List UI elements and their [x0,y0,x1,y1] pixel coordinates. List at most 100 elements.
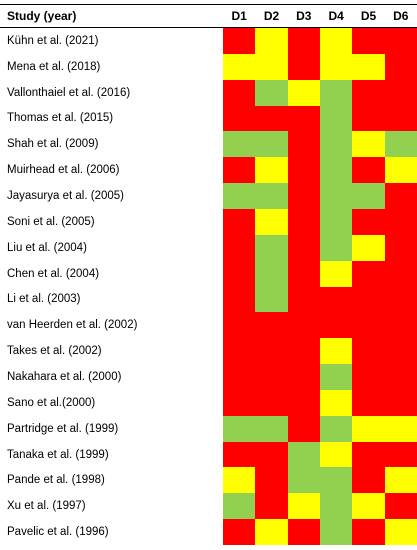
rating-cell-d5 [352,312,386,339]
rating-cell-d6 [384,157,417,184]
rating-cell-d3 [287,338,321,365]
rating-cell-d4 [320,441,353,468]
rating-cell-d5 [352,131,386,158]
rating-cell-d1 [223,79,256,107]
rating-cell-d5 [352,286,386,313]
rating-cell-d3 [287,415,321,443]
rating-cell-d5 [352,157,386,184]
rating-cell-d2 [255,183,289,210]
rating-cell-d5 [352,208,386,236]
rating-cell-d4 [320,208,353,236]
rating-cell-d6 [384,493,417,520]
rating-cell-d3 [287,467,321,494]
rating-cell-d3 [287,364,321,391]
rating-cell-d2 [255,260,289,287]
rating-cell-d4 [320,260,353,287]
domain-header-d1: D1 [231,9,247,23]
study-label: Takes et al. (2002) [7,345,102,358]
rating-cell-d4 [320,131,353,158]
study-column-header: Study (year) [7,9,77,23]
rating-cell-d2 [255,441,289,468]
rating-cell-d5 [352,364,386,391]
rating-cell-d2 [255,364,289,391]
rating-cell-d1 [223,441,256,468]
rating-cell-d2 [255,519,289,546]
rating-cell-d4 [320,53,353,81]
rating-cell-d4 [320,157,353,184]
rating-cell-d4 [320,338,353,365]
rating-cell-d5 [352,105,386,132]
rating-cell-d1 [223,364,256,391]
rating-cell-d5 [352,183,386,210]
rating-cell-d5 [352,441,386,468]
rating-cell-d3 [287,183,321,210]
domain-header-d3: D3 [296,9,312,23]
study-label: Chen et al. (2004) [7,267,100,280]
study-label: Shah et al. (2009) [7,138,99,151]
rating-cell-d3 [287,234,321,262]
rating-cell-d5 [352,260,386,287]
rating-cell-d1 [223,157,256,184]
rating-cell-d1 [223,415,256,443]
rating-cell-d1 [223,286,256,313]
rating-cell-d1 [223,53,256,81]
domain-header-d2: D2 [263,9,280,23]
rating-cell-d4 [320,312,353,339]
rating-cell-d1 [223,493,256,520]
rating-cell-d1 [223,183,256,210]
rating-cell-d6 [384,312,417,339]
rating-cell-d4 [320,364,353,391]
study-label: Xu et al. (1997) [7,500,86,513]
rating-cell-d1 [223,28,256,55]
rating-cell-d2 [255,131,289,158]
rating-cell-d4 [320,234,353,262]
study-label: Li et al. (2003) [7,293,81,306]
rating-cell-d2 [255,493,289,520]
rating-cell-d1 [223,467,256,494]
rating-cell-d4 [320,28,353,55]
rating-cell-d5 [352,493,386,520]
rating-cell-d5 [352,415,386,443]
rating-cell-d2 [255,79,289,107]
rating-cell-d1 [223,338,256,365]
rating-cell-d3 [287,53,321,81]
rating-cell-d2 [255,312,289,339]
study-label: Mena et al. (2018) [7,60,101,73]
rating-cell-d2 [255,234,289,262]
rating-cell-d4 [320,467,353,494]
study-label: Pavelic et al. (1996) [7,526,109,539]
rating-cell-d6 [384,79,417,107]
rating-cell-d4 [320,286,353,313]
rating-cell-d2 [255,415,289,443]
domain-header-d4: D4 [328,9,344,23]
rating-cell-d1 [223,131,256,158]
rating-cell-d4 [320,183,353,210]
rating-cell-d3 [287,28,321,55]
study-label: Muirhead et al. (2006) [7,164,120,177]
rating-cell-d4 [320,415,353,443]
rating-cell-d4 [320,389,353,417]
rating-cell-d3 [287,131,321,158]
rating-cell-d2 [255,53,289,81]
rating-cell-d3 [287,157,321,184]
rating-cell-d6 [384,467,417,494]
rating-cell-d3 [287,493,321,520]
rating-cell-d6 [384,415,417,443]
rating-cell-d6 [384,260,417,287]
rating-cell-d2 [255,286,289,313]
domain-header-d5: D5 [360,9,377,23]
domain-header-d6: D6 [393,9,409,23]
rating-cell-d4 [320,493,353,520]
rating-cell-d3 [287,519,321,546]
rating-cell-d5 [352,519,386,546]
rating-cell-d2 [255,338,289,365]
rating-cell-d1 [223,519,256,546]
rating-cell-d5 [352,234,386,262]
rating-cell-d1 [223,312,256,339]
rating-cell-d6 [384,338,417,365]
header-top-rule [0,4,417,5]
study-label: Liu et al. (2004) [7,241,87,254]
rating-cell-d6 [384,53,417,81]
study-label: van Heerden et al. (2002) [7,319,138,332]
